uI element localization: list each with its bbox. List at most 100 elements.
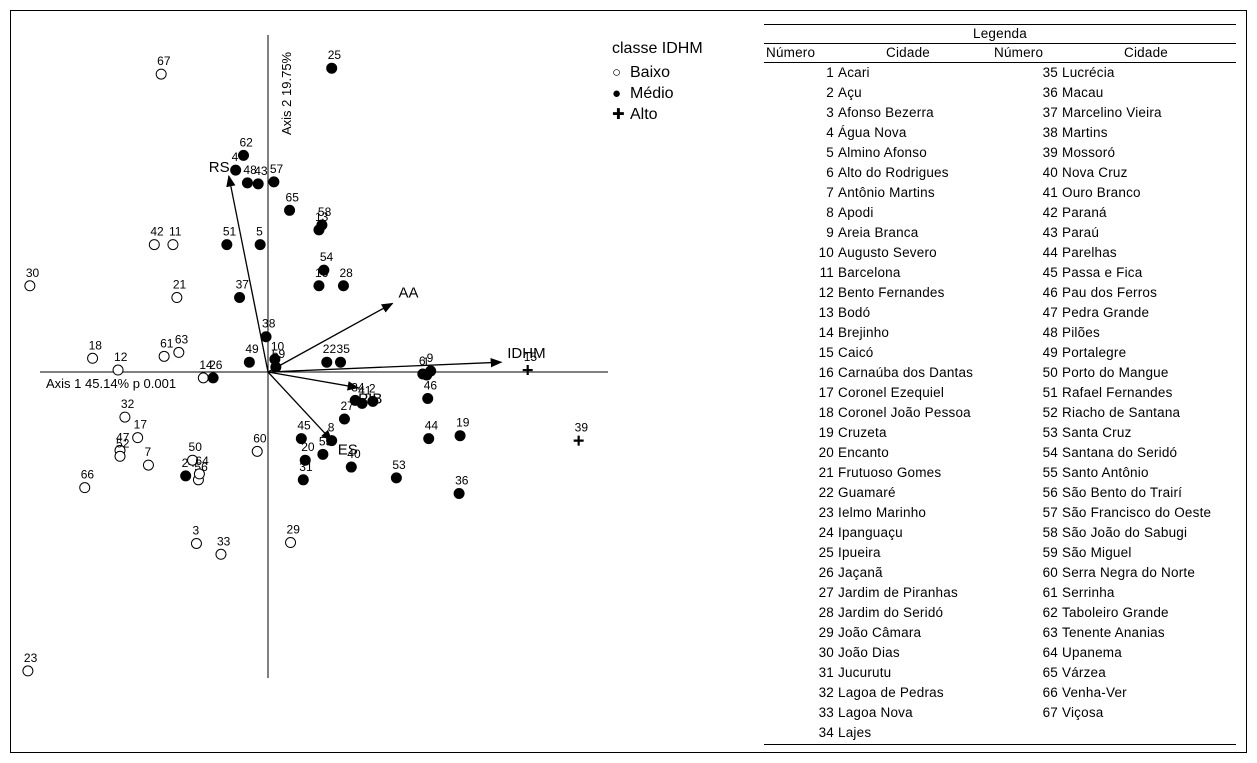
legenda-row: 12 Bento Fernandes — [804, 283, 945, 303]
legenda-number: 37 — [1042, 105, 1058, 120]
legenda-row: 30 João Dias — [804, 643, 900, 663]
point-24 — [180, 470, 192, 482]
point-label-12: 12 — [114, 350, 128, 364]
point-label-52: 52 — [116, 436, 130, 450]
point-label-13: 13 — [315, 210, 329, 224]
legenda-row: 35 Lucrécia — [1028, 63, 1115, 83]
point-label-29: 29 — [287, 523, 301, 537]
legenda-number: 55 — [1042, 465, 1058, 480]
legenda-city: Jardim de Piranhas — [838, 585, 958, 600]
legenda-city: Pedra Grande — [1062, 305, 1150, 320]
chart-legend: classe IDHM ○ Baixo ● Médio ✚ Alto — [612, 40, 752, 125]
legenda-body: 1 Acari 2 Açu 3 Afonso Bezerra 4 Água Nova 5 Almi… — [764, 63, 1236, 763]
legenda-number: 10 — [818, 245, 834, 260]
legenda-city: Caicó — [838, 345, 874, 360]
legenda-city: Marcelino Vieira — [1062, 105, 1162, 120]
legenda-row: 62 Taboleiro Grande — [1028, 603, 1169, 623]
legenda-city: São Bento do Trairí — [1062, 485, 1183, 500]
legenda-row: 57 São Francisco do Oeste — [1028, 503, 1211, 523]
legenda-city: Almino Afonso — [838, 145, 927, 160]
point-48 — [241, 177, 253, 189]
point-label-64: 64 — [195, 454, 209, 468]
point-46 — [422, 392, 434, 404]
point-label-11: 11 — [169, 225, 182, 239]
point-label-48: 48 — [243, 163, 257, 177]
open-circle-icon: ○ — [612, 64, 622, 81]
legenda-row: 17 Coronel Ezequiel — [804, 383, 944, 403]
point-label-58: 58 — [318, 205, 332, 219]
legend-label: Alto — [630, 106, 658, 123]
legenda-city: Ielmo Marinho — [838, 505, 927, 520]
legenda-bottom-rule — [764, 744, 1236, 745]
legenda-number: 32 — [818, 685, 834, 700]
legenda-city: Porto do Mangue — [1062, 365, 1169, 380]
legenda-city: Augusto Severo — [838, 245, 937, 260]
legenda-row: 32 Lagoa de Pedras — [804, 683, 944, 703]
legenda-row: 1 Acari — [804, 63, 870, 83]
point-40 — [345, 461, 357, 473]
legenda-number: 61 — [1042, 585, 1058, 600]
legenda-number: 67 — [1042, 705, 1058, 720]
legenda-city: Areia Branca — [838, 225, 919, 240]
axes — [40, 35, 608, 678]
legenda-row: 65 Várzea — [1028, 663, 1106, 683]
legenda-number: 22 — [818, 485, 834, 500]
legenda-number: 5 — [826, 145, 834, 160]
legenda-number: 16 — [818, 365, 834, 380]
legenda-city: Lagoa Nova — [838, 705, 913, 720]
legenda-city: Lucrécia — [1062, 65, 1115, 80]
legenda-city: Acari — [838, 65, 870, 80]
point-label-5: 5 — [256, 225, 263, 239]
point-label-36: 36 — [455, 474, 469, 488]
legenda-number: 9 — [826, 225, 834, 240]
legenda-row: 22 Guamaré — [804, 483, 896, 503]
legenda-number: 2 — [826, 85, 834, 100]
legenda-number: 15 — [818, 345, 834, 360]
legenda-row: 15 Caicó — [804, 343, 874, 363]
legenda-city: Santa Cruz — [1062, 425, 1132, 440]
point-label-30: 30 — [26, 266, 40, 280]
point-60 — [251, 445, 263, 457]
legenda-city: Barcelona — [838, 265, 901, 280]
point-21 — [171, 292, 183, 304]
legenda-city: Ipueira — [838, 545, 881, 560]
legenda-city: João Dias — [838, 645, 900, 660]
legenda-row: 4 Água Nova — [804, 123, 907, 143]
legenda-row: 43 Paraú — [1028, 223, 1099, 243]
legenda-row: 10 Augusto Severo — [804, 243, 937, 263]
legenda-row: 63 Tenente Ananias — [1028, 623, 1165, 643]
point-35 — [335, 356, 347, 368]
point-20 — [299, 454, 311, 466]
point-44 — [423, 433, 435, 445]
legenda-row: 40 Nova Cruz — [1028, 163, 1128, 183]
legenda-number: 33 — [818, 705, 834, 720]
point-label-39: 39 — [575, 421, 589, 435]
legenda-row: 54 Santana do Seridó — [1028, 443, 1177, 463]
point-5 — [254, 239, 266, 251]
vector-arrow-aa — [267, 302, 394, 373]
point-label-61: 61 — [160, 336, 174, 350]
point-66 — [79, 482, 91, 494]
legenda-number: 44 — [1042, 245, 1058, 260]
legenda-city: Mossoró — [1062, 145, 1116, 160]
point-26 — [207, 372, 219, 384]
point-53 — [390, 472, 402, 484]
legenda-number: 42 — [1042, 205, 1058, 220]
legenda-city: Nova Cruz — [1062, 165, 1128, 180]
point-label-22: 22 — [323, 342, 337, 356]
legenda-row: 3 Afonso Bezerra — [804, 103, 934, 123]
legenda-number: 59 — [1042, 545, 1058, 560]
legenda-row: 66 Venha-Ver — [1028, 683, 1127, 703]
legenda-row: 13 Bodó — [804, 303, 871, 323]
legenda-number: 41 — [1042, 185, 1058, 200]
legenda-number: 12 — [818, 285, 834, 300]
legenda-row: 24 Ipanguaçu — [804, 523, 903, 543]
point-label-42: 42 — [150, 225, 164, 239]
legenda-city: Afonso Bezerra — [838, 105, 934, 120]
point-14 — [197, 372, 209, 384]
point-label-62: 62 — [240, 135, 254, 149]
legenda-number: 31 — [818, 665, 834, 680]
legenda-row: 19 Cruzeta — [804, 423, 887, 443]
legenda-number: 50 — [1042, 365, 1058, 380]
legenda-row: 31 Jucurutu — [804, 663, 892, 683]
